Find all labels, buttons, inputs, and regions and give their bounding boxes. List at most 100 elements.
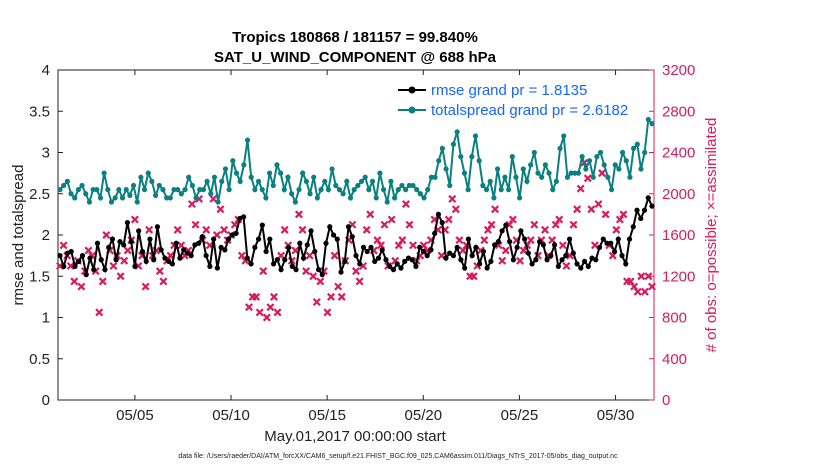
obs-point-stroke-b <box>209 194 218 203</box>
rmse-point <box>375 255 382 261</box>
x-tick-label: 05/10 <box>212 407 250 424</box>
rmse-point <box>334 236 340 242</box>
obs-point <box>491 205 500 214</box>
obs-point-stroke-b <box>59 241 68 250</box>
totalspread-point <box>627 174 633 180</box>
rmse-point <box>495 239 501 245</box>
obs-point-stroke-b <box>476 246 485 255</box>
obs-point <box>273 308 282 317</box>
left-y-tick-label: 3 <box>42 145 50 162</box>
rmse-point <box>312 248 318 255</box>
obs-point <box>145 225 154 234</box>
obs-point-stroke-b <box>626 277 635 286</box>
chart-title: Tropics 180868 / 181157 = 99.840% SAT_U_… <box>214 29 497 66</box>
obs-point-stroke-b <box>555 215 564 224</box>
obs-point-stroke-b <box>644 272 653 281</box>
obs-point-stroke-b <box>401 200 410 209</box>
obs-point <box>77 282 86 291</box>
obs-point <box>373 236 382 245</box>
obs-point <box>573 205 582 214</box>
totalspread-point <box>619 149 626 156</box>
totalspread-point <box>278 170 284 176</box>
obs-point <box>455 236 464 245</box>
right-y-tick-label: 1200 <box>662 268 695 285</box>
obs-point <box>541 225 549 234</box>
rmse-point <box>641 207 648 213</box>
rmse-point <box>214 265 220 271</box>
totalspread-point <box>491 195 497 201</box>
totalspread-point <box>90 187 96 193</box>
obs-point <box>633 287 642 296</box>
obs-point <box>130 215 139 224</box>
obs-point <box>298 225 307 234</box>
rmse-point <box>308 228 314 234</box>
obs-point-stroke-b <box>583 174 592 183</box>
totalspread-point <box>450 141 457 147</box>
obs-point <box>562 261 571 270</box>
rmse-point <box>244 255 250 261</box>
rmse-point <box>638 215 644 222</box>
totalspread-point <box>57 187 63 193</box>
rmse-point <box>117 239 123 245</box>
obs-point <box>459 246 467 255</box>
totalspread-point <box>285 174 291 180</box>
obs-point-stroke-b <box>576 184 585 193</box>
rmse-point <box>300 255 307 261</box>
rmse-point <box>94 240 101 246</box>
obs-point <box>405 220 414 229</box>
rmse-point <box>548 253 554 259</box>
obs-point <box>337 292 346 301</box>
rmse-point <box>402 258 408 264</box>
totalspread-point <box>531 149 537 156</box>
obs-point-stroke-b <box>273 308 282 317</box>
obs-point <box>352 267 360 276</box>
rmse-point <box>139 248 146 255</box>
rmse-point <box>143 258 149 264</box>
obs-point-stroke-b <box>430 215 439 224</box>
obs-point-stroke-b <box>398 236 407 245</box>
obs-point-stroke-b <box>312 298 321 307</box>
totalspread-point <box>175 187 181 193</box>
totalspread-point <box>631 145 637 151</box>
obs-point <box>252 292 261 301</box>
rmse-point <box>91 267 97 273</box>
rmse-point <box>409 257 415 263</box>
obs-point <box>237 251 246 260</box>
rmse-point <box>480 248 486 255</box>
rmse-point <box>492 242 498 248</box>
obs-point-stroke-b <box>380 220 389 229</box>
rmse-point <box>398 265 404 271</box>
totalspread-point <box>289 191 295 197</box>
rmse-point <box>196 240 202 246</box>
totalspread-point <box>388 178 394 184</box>
obs-point <box>530 220 539 229</box>
totalspread-point <box>281 187 287 193</box>
totalspread-point <box>557 145 563 151</box>
totalspread-point <box>300 170 306 176</box>
obs-point-stroke-b <box>594 200 603 209</box>
obs-point-stroke-b <box>316 277 325 286</box>
rmse-point <box>79 253 86 259</box>
rmse-point <box>368 244 374 250</box>
rmse-point <box>432 230 438 236</box>
obs-point <box>155 267 164 276</box>
obs-point-stroke-b <box>409 241 418 250</box>
obs-point <box>508 215 517 224</box>
totalspread-point <box>233 170 240 176</box>
totalspread-point <box>263 195 269 201</box>
totalspread-point <box>108 199 115 205</box>
obs-point-stroke-b <box>444 215 453 224</box>
obs-point <box>630 282 639 291</box>
rmse-point <box>240 214 247 220</box>
totalspread-point <box>303 178 309 184</box>
totalspread-point <box>145 170 151 176</box>
rmse-point <box>578 265 584 271</box>
totalspread-point <box>502 174 508 180</box>
obs-point <box>305 251 314 260</box>
obs-point-stroke-b <box>366 210 375 219</box>
obs-point <box>216 205 225 214</box>
rmse-point <box>510 257 516 263</box>
rmse-point <box>222 247 228 253</box>
rmse-point <box>360 244 367 250</box>
rmse-point <box>274 257 280 263</box>
